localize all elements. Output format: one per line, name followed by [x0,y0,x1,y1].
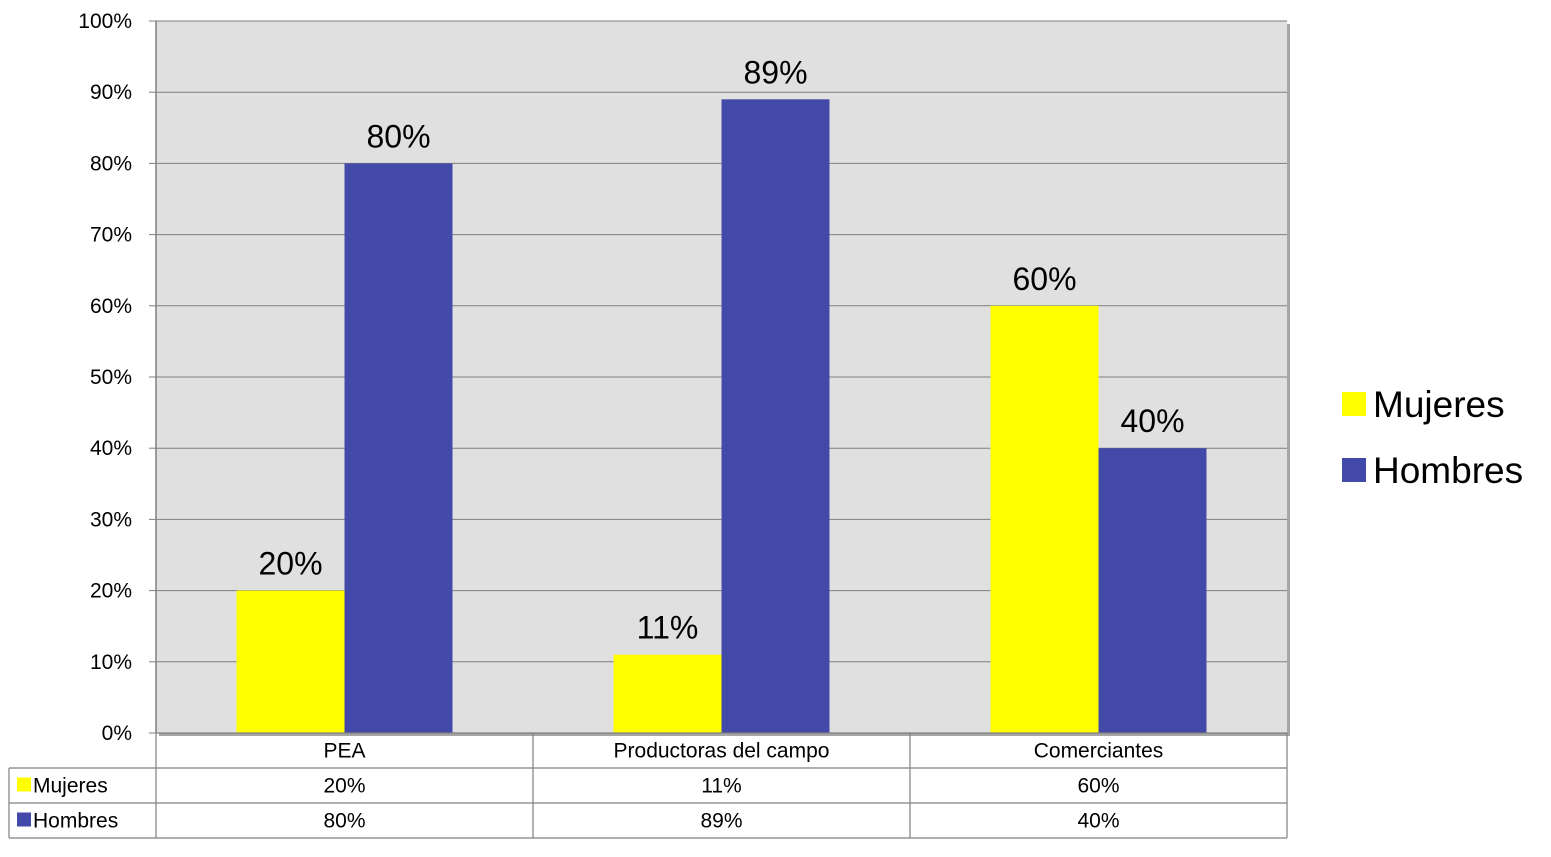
table-legend-key [17,777,31,792]
y-tick-label: 20% [90,580,132,603]
y-tick-label: 0% [102,722,132,745]
bar-hombres [344,163,453,733]
data-labels: 20% 80% 11% 89% 60% 40% [258,54,1184,645]
x-category-label: Productoras del campo [614,740,830,763]
data-label: 60% [1012,261,1076,297]
table-cell-value: 20% [323,775,365,798]
table-cell-value: 80% [323,810,365,833]
legend-label-hombres: Hombres [1373,450,1523,491]
table-series-name: Mujeres [33,775,108,798]
bar-mujeres [990,305,1099,733]
data-label: 11% [637,610,699,646]
y-tick-label: 80% [90,152,132,175]
table-cell-value: 60% [1077,775,1119,798]
bar-hombres [721,99,830,733]
bar-hombres [1098,448,1207,733]
data-label: 40% [1120,403,1184,439]
y-tick-label: 50% [90,366,132,389]
y-tick-label: 10% [90,651,132,674]
bars [236,99,1207,733]
y-tick-label: 100% [78,10,132,33]
legend: Mujeres Hombres [1342,384,1523,491]
legend-swatch-hombres [1342,458,1366,482]
y-axis: 0% 10% 20% 30% 40% 50% 60% 70% 80% 90% 100% [78,10,157,745]
legend-swatch-mujeres [1342,392,1366,416]
y-tick-label: 30% [90,508,132,531]
data-table: PEA Productoras del campo Comerciantes Muje… [8,732,1288,839]
y-tick-label: 40% [90,437,132,460]
table-cell-value: 89% [700,810,742,833]
data-label: 89% [743,54,807,90]
bar-mujeres [613,654,722,733]
data-label: 20% [258,546,322,582]
x-category-label: Comerciantes [1034,740,1164,763]
bar-mujeres [236,590,345,733]
table-cell-value: 11% [701,775,741,798]
table-legend-key [17,812,31,827]
y-tick-label: 70% [90,224,132,247]
table-series-name: Hombres [33,810,118,833]
y-tick-label: 60% [90,295,132,318]
table-cell-value: 40% [1077,810,1119,833]
legend-label-mujeres: Mujeres [1373,384,1505,425]
data-label: 80% [366,118,430,154]
y-tick-label: 90% [90,81,132,104]
x-category-label: PEA [323,740,365,763]
